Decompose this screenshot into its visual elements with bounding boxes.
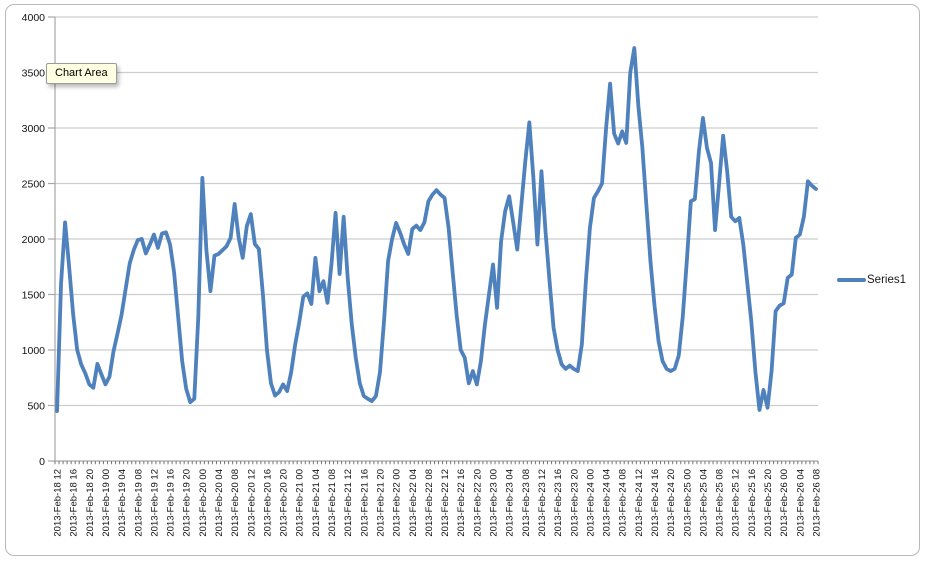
- y-axis-label: 500: [27, 400, 45, 412]
- x-axis-label: 2013-Feb-18 12: [53, 469, 64, 537]
- x-axis-label: 2013-Feb-26 08: [811, 469, 822, 537]
- x-axis-label: 2013-Feb-26 04: [795, 469, 806, 537]
- x-axis-label: 2013-Feb-25 04: [698, 469, 709, 537]
- x-axis-label: 2013-Feb-23 12: [537, 469, 548, 537]
- y-axis-label: 2500: [22, 178, 46, 190]
- x-axis-label: 2013-Feb-19 08: [133, 469, 144, 537]
- x-axis-label: 2013-Feb-24 00: [585, 469, 596, 537]
- x-axis-label: 2013-Feb-23 04: [505, 469, 516, 537]
- x-axis-label: 2013-Feb-22 12: [440, 469, 451, 537]
- x-axis-label: 2013-Feb-22 04: [408, 469, 419, 537]
- y-axis-label: 3500: [22, 67, 46, 79]
- x-axis-label: 2013-Feb-19 20: [182, 469, 193, 537]
- x-axis-label: 2013-Feb-19 12: [149, 469, 160, 537]
- legend-label: Series1: [867, 274, 906, 286]
- legend[interactable]: Series1: [837, 273, 906, 287]
- x-axis-label: 2013-Feb-21 04: [311, 469, 322, 537]
- x-axis-label: 2013-Feb-19 16: [166, 469, 177, 537]
- x-axis-label: 2013-Feb-21 12: [343, 469, 354, 537]
- y-axis-label: 1000: [22, 345, 46, 357]
- x-axis-label: 2013-Feb-20 08: [230, 469, 241, 537]
- x-axis-label: 2013-Feb-23 20: [569, 469, 580, 537]
- x-axis-label: 2013-Feb-25 12: [731, 469, 742, 537]
- x-axis-label: 2013-Feb-24 20: [666, 469, 677, 537]
- x-axis-label: 2013-Feb-20 20: [279, 469, 290, 537]
- x-axis-label: 2013-Feb-25 08: [715, 469, 726, 537]
- x-axis-label: 2013-Feb-20 12: [246, 469, 257, 537]
- y-axis-label: 3000: [22, 123, 46, 135]
- y-axis-label: 1500: [22, 289, 46, 301]
- x-axis-label: 2013-Feb-21 16: [359, 469, 370, 537]
- x-axis-label: 2013-Feb-26 00: [779, 469, 790, 537]
- x-axis-label: 2013-Feb-23 16: [553, 469, 564, 537]
- legend-line-swatch: [837, 278, 866, 282]
- x-axis-label: 2013-Feb-24 16: [650, 469, 661, 537]
- x-axis-ticks: [54, 461, 819, 465]
- x-axis-label: 2013-Feb-23 00: [489, 469, 500, 537]
- y-axis-label: 4000: [22, 12, 46, 24]
- y-axis-label: 2000: [22, 234, 46, 246]
- x-axis-label: 2013-Feb-19 04: [117, 469, 128, 537]
- x-axis-label: 2013-Feb-21 20: [375, 469, 386, 537]
- x-axis-label: 2013-Feb-25 00: [682, 469, 693, 537]
- series1-line[interactable]: [55, 46, 818, 413]
- x-axis-label: 2013-Feb-22 00: [392, 469, 403, 537]
- x-axis-label: 2013-Feb-22 08: [424, 469, 435, 537]
- x-axis-label: 2013-Feb-21 00: [295, 469, 306, 537]
- x-axis-label: 2013-Feb-18 20: [85, 469, 96, 537]
- x-axis-label: 2013-Feb-20 04: [214, 469, 225, 537]
- x-axis-label: 2013-Feb-20 16: [262, 469, 273, 537]
- x-axis-label: 2013-Feb-21 08: [327, 469, 338, 537]
- x-axis-label: 2013-Feb-24 12: [634, 469, 645, 537]
- x-axis-label: 2013-Feb-24 04: [602, 469, 613, 537]
- x-axis-label: 2013-Feb-25 16: [747, 469, 758, 537]
- x-axis-label: 2013-Feb-22 16: [456, 469, 467, 537]
- x-axis-label: 2013-Feb-19 00: [101, 469, 112, 537]
- x-axis-label: 2013-Feb-18 16: [69, 469, 80, 537]
- y-axis-label: 0: [39, 456, 45, 468]
- x-axis-label: 2013-Feb-20 00: [198, 469, 209, 537]
- x-axis-label: 2013-Feb-24 08: [618, 469, 629, 537]
- chart-area-tooltip: Chart Area: [46, 63, 117, 84]
- x-axis-label: 2013-Feb-22 20: [472, 469, 483, 537]
- x-axis-label: 2013-Feb-23 08: [521, 469, 532, 537]
- x-axis-label: 2013-Feb-25 20: [763, 469, 774, 537]
